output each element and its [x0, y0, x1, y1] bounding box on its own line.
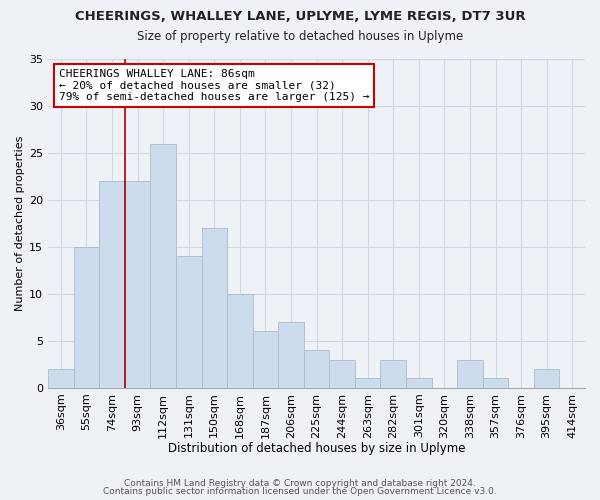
Text: CHEERINGS, WHALLEY LANE, UPLYME, LYME REGIS, DT7 3UR: CHEERINGS, WHALLEY LANE, UPLYME, LYME RE… [74, 10, 526, 23]
Bar [304, 350, 329, 388]
Bar [202, 228, 227, 388]
Bar [457, 360, 483, 388]
Bar [125, 181, 151, 388]
Text: CHEERINGS WHALLEY LANE: 86sqm
← 20% of detached houses are smaller (32)
79% of s: CHEERINGS WHALLEY LANE: 86sqm ← 20% of d… [59, 69, 370, 102]
Bar [278, 322, 304, 388]
X-axis label: Distribution of detached houses by size in Uplyme: Distribution of detached houses by size … [168, 442, 466, 455]
Bar [74, 247, 99, 388]
Bar [253, 332, 278, 388]
Bar [534, 369, 559, 388]
Bar [176, 256, 202, 388]
Bar [227, 294, 253, 388]
Bar [151, 144, 176, 388]
Bar [380, 360, 406, 388]
Bar [483, 378, 508, 388]
Text: Contains public sector information licensed under the Open Government Licence v3: Contains public sector information licen… [103, 487, 497, 496]
Text: Contains HM Land Registry data © Crown copyright and database right 2024.: Contains HM Land Registry data © Crown c… [124, 478, 476, 488]
Y-axis label: Number of detached properties: Number of detached properties [15, 136, 25, 311]
Bar [355, 378, 380, 388]
Bar [48, 369, 74, 388]
Bar [329, 360, 355, 388]
Text: Size of property relative to detached houses in Uplyme: Size of property relative to detached ho… [137, 30, 463, 43]
Bar [406, 378, 431, 388]
Bar [99, 181, 125, 388]
